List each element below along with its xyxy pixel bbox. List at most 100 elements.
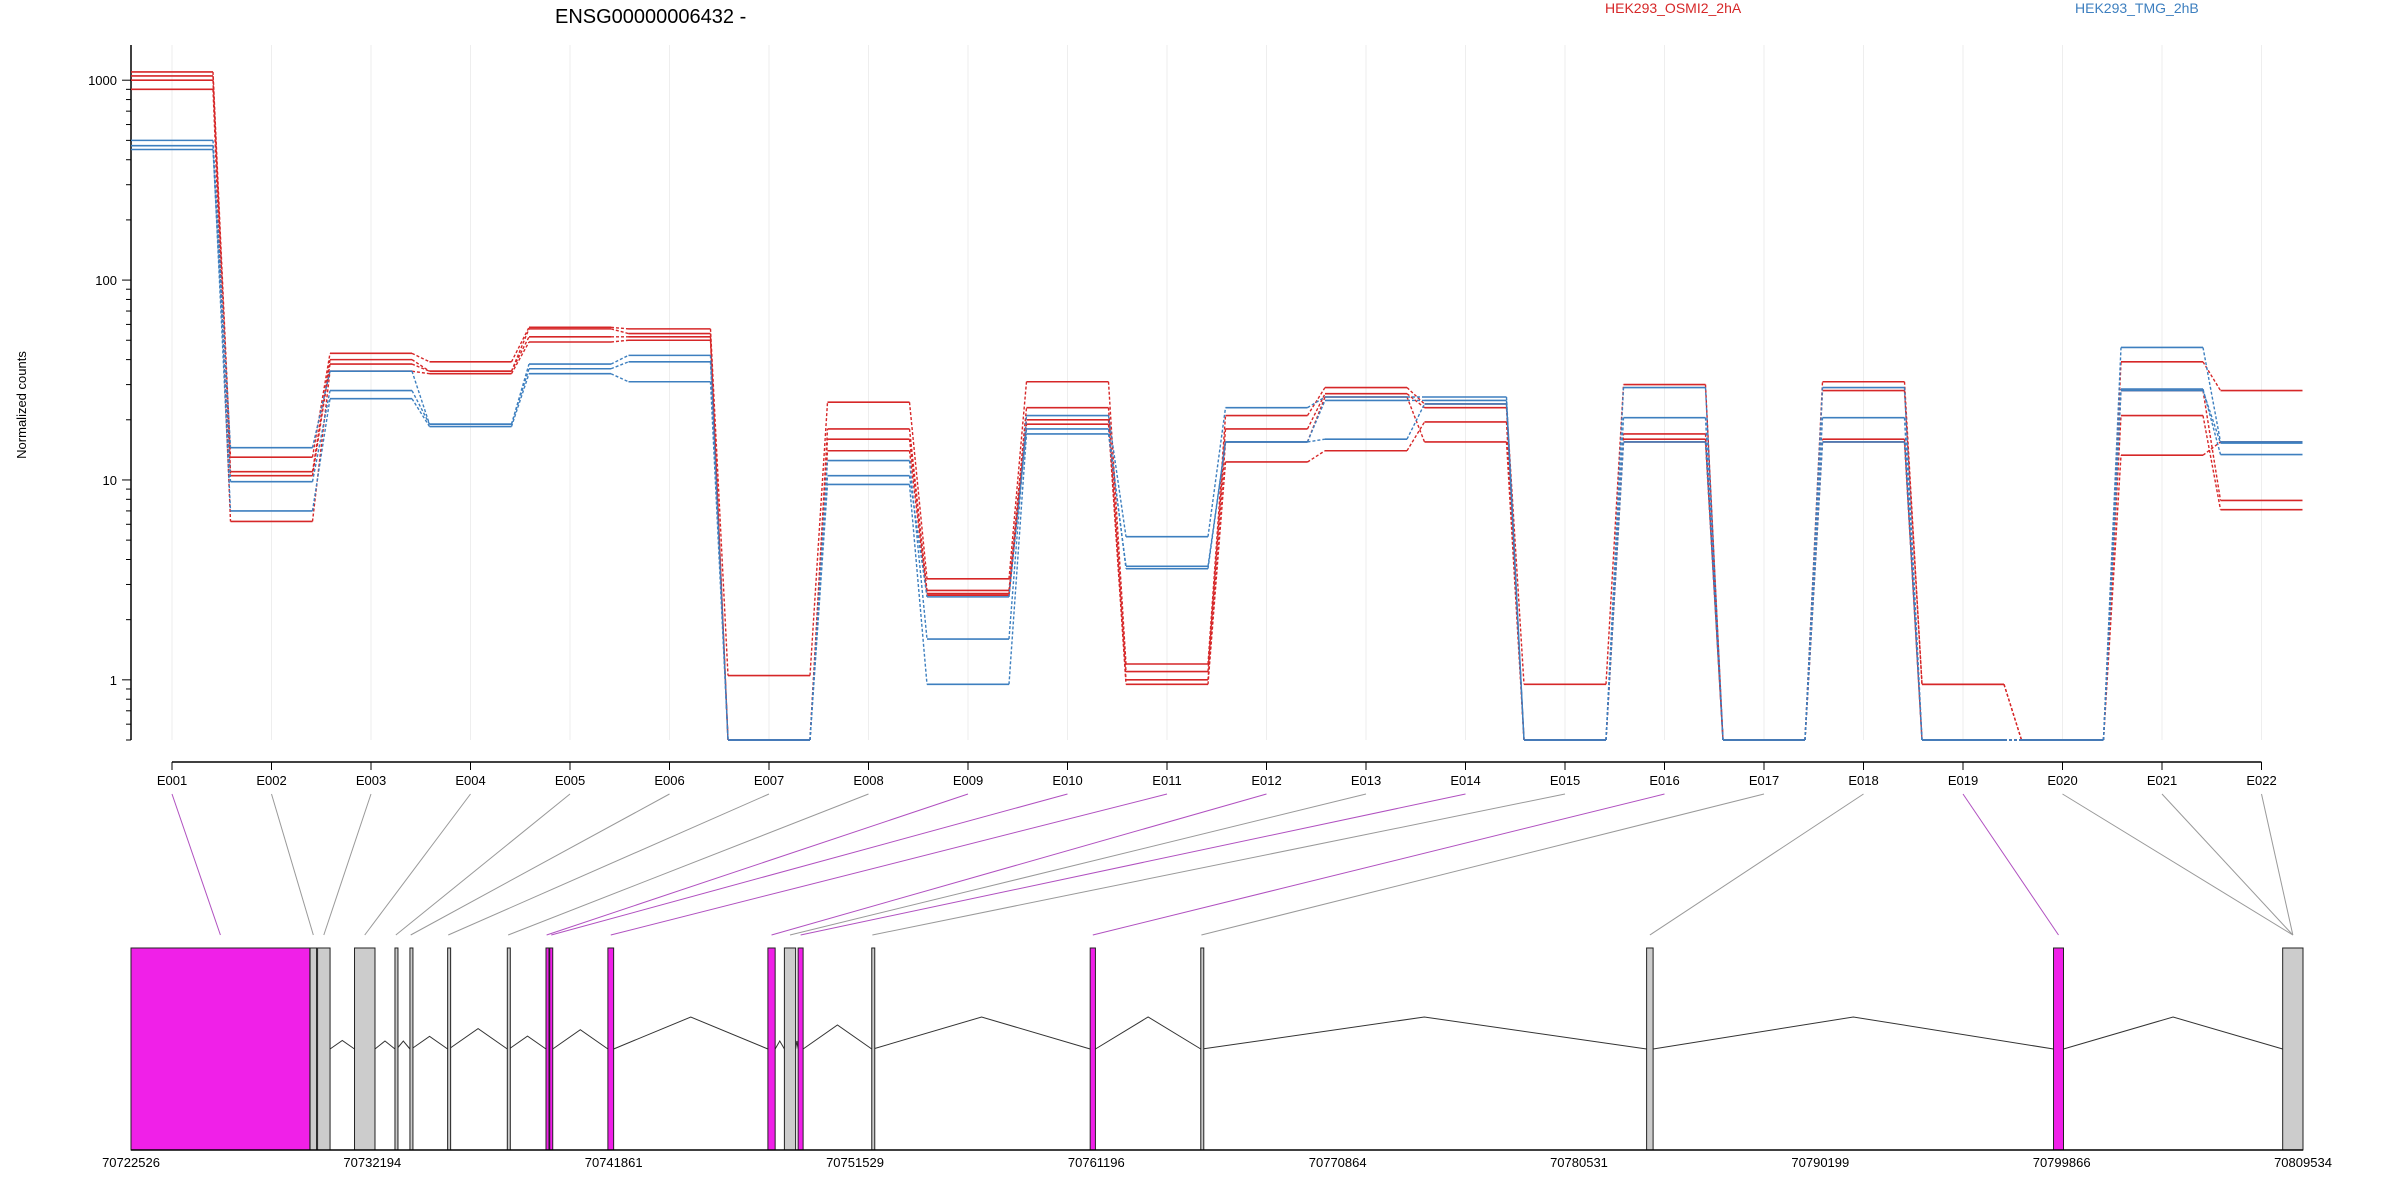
exon-link: [2062, 793, 2294, 936]
x-tick-label-e004: E004: [455, 773, 485, 788]
genomic-tick-label: 70790199: [1791, 1155, 1849, 1170]
exon-e001: [130, 947, 311, 1151]
connector: [1207, 461, 1227, 685]
connector: [1505, 403, 1525, 741]
exon-e009: [545, 947, 550, 1151]
exon-link: [1649, 793, 1864, 936]
intron: [872, 1016, 1091, 1050]
exon-e010: [549, 947, 554, 1151]
connector: [610, 361, 629, 370]
connector: [1008, 433, 1028, 685]
connector: [1804, 387, 1824, 741]
connector: [411, 398, 431, 427]
connector: [411, 390, 431, 425]
connector: [610, 339, 629, 343]
exon-e016: [1089, 947, 1096, 1151]
exon-link: [546, 793, 969, 936]
genomic-tick-label: 70780531: [1550, 1155, 1608, 1170]
legend-tmg: HEK293_TMG_2hB: [2075, 0, 2199, 16]
intron: [2063, 1016, 2283, 1050]
connector: [311, 371, 331, 522]
exon-link: [171, 793, 221, 936]
x-tick-label-e016: E016: [1649, 773, 1679, 788]
connector: [1903, 390, 1923, 685]
connector: [311, 371, 331, 448]
x-tick-label-e003: E003: [356, 773, 386, 788]
intron: [774, 1039, 785, 1050]
x-tick-label-e014: E014: [1450, 773, 1480, 788]
exon-link: [789, 793, 1367, 936]
exon-link: [271, 793, 314, 936]
connector: [1207, 407, 1227, 537]
x-tick-label-e009: E009: [953, 773, 983, 788]
x-axis: E001 E002 E003 E004 E005 E006 E007 E008 E009 E010…: [157, 761, 2277, 788]
connector: [1605, 387, 1625, 741]
x-tick-label-e002: E002: [256, 773, 286, 788]
gridlines: [171, 45, 2262, 740]
connector: [1306, 400, 1326, 443]
connector: [1207, 415, 1227, 665]
connector: [1307, 396, 1326, 409]
connector: [411, 359, 430, 372]
connector: [1107, 419, 1127, 680]
x-tick-label-e020: E020: [2047, 773, 2077, 788]
exon-link: [507, 793, 869, 936]
connector: [1307, 438, 1326, 443]
x-tick-label-e011: E011: [1152, 773, 1181, 788]
connector: [1903, 417, 1923, 741]
genomic-tick-label: 70741861: [585, 1155, 643, 1170]
exon-e020: [2282, 947, 2304, 1151]
x-tick-label-e001: E001: [157, 773, 187, 788]
chart-title: ENSG00000006432 -: [555, 6, 746, 28]
connector: [2202, 415, 2222, 510]
exon-link: [551, 793, 1068, 936]
y-axis: 1 10 100 1000: [88, 45, 132, 741]
exon-e006: [409, 947, 414, 1151]
connector: [411, 370, 430, 375]
exon-e015: [871, 947, 876, 1151]
genomic-tick-label: 70751529: [826, 1155, 884, 1170]
connector: [2202, 390, 2222, 444]
connector: [311, 398, 331, 512]
connector: [1605, 441, 1625, 741]
y-tick-label: 100: [95, 273, 117, 288]
x-tick-label-e018: E018: [1848, 773, 1878, 788]
exon-link: [771, 793, 1267, 936]
connector: [2202, 361, 2222, 391]
intron: [802, 1024, 873, 1050]
connector: [1107, 433, 1127, 567]
connector: [1207, 441, 1227, 569]
exon-link: [395, 793, 571, 936]
y-axis-label: Normalized counts: [14, 351, 29, 459]
series-5: [131, 139, 2303, 741]
connector: [510, 336, 530, 372]
x-tick-label-e010: E010: [1052, 773, 1082, 788]
connector: [510, 327, 530, 363]
connector: [2202, 388, 2222, 455]
connector: [1804, 417, 1824, 741]
connector: [1207, 441, 1227, 680]
intron: [329, 1039, 355, 1050]
x-tick-label-e013: E013: [1351, 773, 1381, 788]
exon-link: [364, 793, 471, 936]
genomic-tick-label: 70732194: [343, 1155, 401, 1170]
connector: [1306, 396, 1326, 443]
intron: [448, 1027, 508, 1050]
intron: [374, 1040, 396, 1050]
connector: [311, 390, 331, 482]
connector: [510, 341, 530, 375]
connector: [1605, 417, 1625, 741]
x-tick-label-e022: E022: [2246, 773, 2276, 788]
connector: [809, 484, 829, 741]
genomic-tick-label: 70722526: [102, 1155, 160, 1170]
connector: [411, 352, 430, 363]
exon-e017: [1200, 947, 1205, 1151]
genomic-tick-label: 70809534: [2274, 1155, 2332, 1170]
connector: [1008, 415, 1028, 640]
gene-model: [130, 947, 2304, 1151]
genomic-tick-label: 70761196: [1068, 1155, 1125, 1170]
series-7: [131, 144, 2303, 741]
connector: [1406, 396, 1426, 443]
connector: [510, 363, 530, 425]
